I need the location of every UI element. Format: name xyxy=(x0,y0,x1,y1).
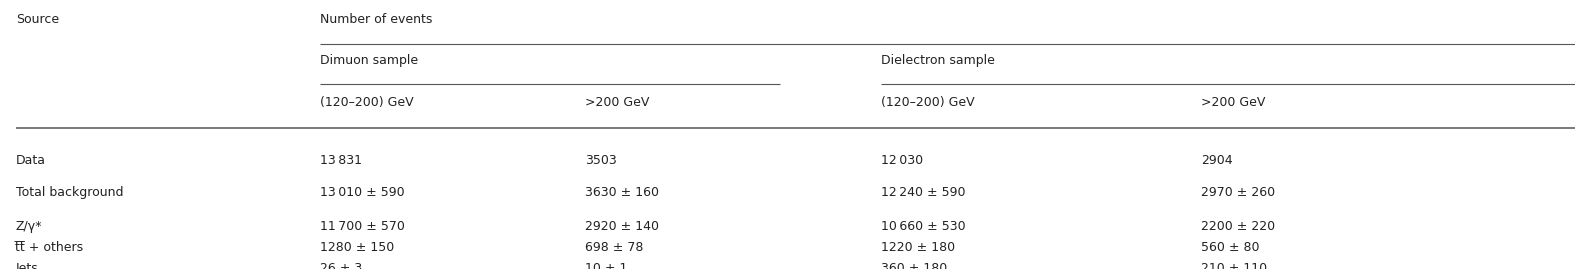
Text: >200 GeV: >200 GeV xyxy=(585,96,649,109)
Text: Source: Source xyxy=(16,13,59,26)
Text: (120–200) GeV: (120–200) GeV xyxy=(320,96,414,109)
Text: 13 010 ± 590: 13 010 ± 590 xyxy=(320,186,404,199)
Text: 2200 ± 220: 2200 ± 220 xyxy=(1201,220,1274,233)
Text: 1220 ± 180: 1220 ± 180 xyxy=(881,241,955,254)
Text: 560 ± 80: 560 ± 80 xyxy=(1201,241,1260,254)
Text: 3503: 3503 xyxy=(585,154,617,167)
Text: 10 660 ± 530: 10 660 ± 530 xyxy=(881,220,966,233)
Text: 698 ± 78: 698 ± 78 xyxy=(585,241,643,254)
Text: 2920 ± 140: 2920 ± 140 xyxy=(585,220,659,233)
Text: (120–200) GeV: (120–200) GeV xyxy=(881,96,975,109)
Text: Jets: Jets xyxy=(16,262,38,269)
Text: 12 030: 12 030 xyxy=(881,154,923,167)
Text: 1280 ± 150: 1280 ± 150 xyxy=(320,241,395,254)
Text: >200 GeV: >200 GeV xyxy=(1201,96,1265,109)
Text: Number of events: Number of events xyxy=(320,13,433,26)
Text: 11 700 ± 570: 11 700 ± 570 xyxy=(320,220,404,233)
Text: Dimuon sample: Dimuon sample xyxy=(320,54,418,67)
Text: Data: Data xyxy=(16,154,46,167)
Text: 360 ± 180: 360 ± 180 xyxy=(881,262,948,269)
Text: t̅t̅ + others: t̅t̅ + others xyxy=(16,241,84,254)
Text: Z/γ*: Z/γ* xyxy=(16,220,43,233)
Text: 10 ± 1: 10 ± 1 xyxy=(585,262,627,269)
Text: 13 831: 13 831 xyxy=(320,154,361,167)
Text: Total background: Total background xyxy=(16,186,124,199)
Text: 12 240 ± 590: 12 240 ± 590 xyxy=(881,186,966,199)
Text: Dielectron sample: Dielectron sample xyxy=(881,54,994,67)
Text: 3630 ± 160: 3630 ± 160 xyxy=(585,186,659,199)
Text: 26 ± 3: 26 ± 3 xyxy=(320,262,363,269)
Text: 2970 ± 260: 2970 ± 260 xyxy=(1201,186,1274,199)
Text: 210 ± 110: 210 ± 110 xyxy=(1201,262,1266,269)
Text: 2904: 2904 xyxy=(1201,154,1233,167)
